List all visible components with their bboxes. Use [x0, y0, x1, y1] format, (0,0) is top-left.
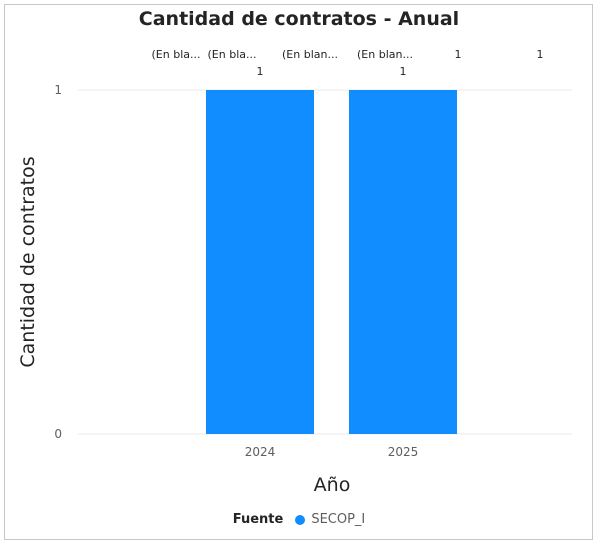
bar-2024[interactable] — [206, 90, 314, 434]
data-label: 1 — [257, 65, 264, 78]
top-category-label: (En blan... — [357, 48, 413, 61]
top-category-label: (En bla... — [152, 48, 201, 61]
y-axis-title: Cantidad de contratos — [17, 156, 39, 367]
x-tick-label: 2024 — [245, 445, 276, 459]
legend-item-label[interactable]: SECOP_I — [311, 512, 366, 527]
data-label: 1 — [400, 65, 407, 78]
chart-title: Cantidad de contratos - Anual — [138, 8, 460, 30]
legend-title: Fuente — [232, 512, 284, 527]
bar-2025[interactable] — [349, 90, 457, 434]
x-tick-label: 2025 — [388, 445, 419, 459]
x-axis-title: Año — [314, 474, 351, 496]
top-category-label: (En blan... — [282, 48, 338, 61]
top-category-label: (En bla... — [208, 48, 257, 61]
top-category-label: 1 — [537, 48, 544, 61]
top-category-label: 1 — [455, 48, 462, 61]
legend: Fuente SECOP_I — [0, 512, 598, 527]
y-tick-label: 1 — [54, 83, 62, 97]
legend-marker — [295, 514, 306, 525]
y-tick-label: 0 — [54, 427, 62, 441]
